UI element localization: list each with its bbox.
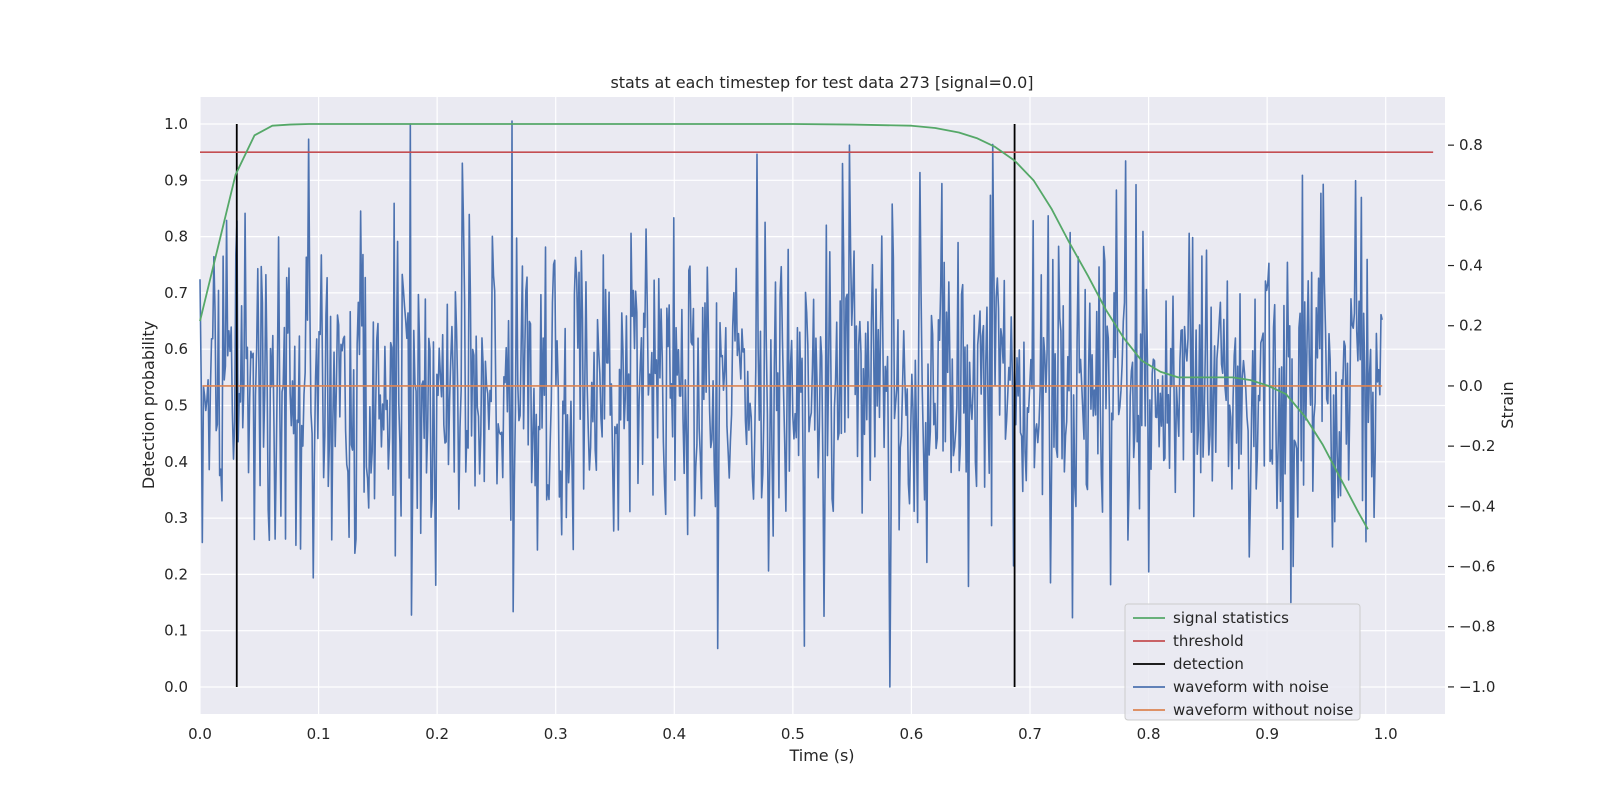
y-left-tick-label: 0.8 <box>164 228 188 246</box>
x-tick-label: 0.1 <box>307 725 331 743</box>
y-right-tick-label: −1.0 <box>1459 678 1495 696</box>
y-left-tick-label: 0.0 <box>164 678 188 696</box>
legend-label: waveform without noise <box>1173 701 1353 719</box>
series-layer <box>199 120 1434 688</box>
y-right-tick-label: −0.6 <box>1459 558 1495 576</box>
axes: 0.0 0.1 0.2 0.3 0.4 0.5 0.6 0.7 0.8 0.9 1.0 0.0 0.1 0… <box>164 115 1495 743</box>
y-right-tick-label: −0.2 <box>1459 437 1495 455</box>
x-tick-label: 0.3 <box>544 725 568 743</box>
x-tick-label: 0.4 <box>662 725 686 743</box>
x-axis-label: Time (s) <box>788 746 854 765</box>
y-left-tick-label: 0.2 <box>164 565 188 583</box>
x-tick-label: 0.7 <box>1018 725 1042 743</box>
x-tick-label: 0.8 <box>1137 725 1161 743</box>
chart-title: stats at each timestep for test data 273… <box>610 73 1033 92</box>
x-tick-label: 0.2 <box>425 725 449 743</box>
legend-label: signal statistics <box>1173 609 1289 627</box>
x-tick-label: 0.6 <box>899 725 923 743</box>
y-right-tick-label: 0.4 <box>1459 257 1483 275</box>
legend-label: threshold <box>1173 632 1244 650</box>
legend: signal statistics threshold detection wavef… <box>1124 603 1361 721</box>
y-axis-label-right: Strain <box>1498 381 1517 428</box>
y-right-tick-label: 0.0 <box>1459 377 1483 395</box>
x-tick-label: 1.0 <box>1374 725 1398 743</box>
y-right-tick-label: −0.4 <box>1459 497 1495 515</box>
legend-box <box>1124 603 1361 721</box>
x-tick-label: 0.0 <box>188 725 212 743</box>
y-right-tick-label: −0.8 <box>1459 618 1495 636</box>
y-left-tick-label: 0.3 <box>164 509 188 527</box>
legend-label: waveform with noise <box>1173 678 1329 696</box>
x-tick-label: 0.5 <box>781 725 805 743</box>
y-left-tick-label: 0.5 <box>164 397 188 415</box>
y-right-tick-label: 0.2 <box>1459 317 1483 335</box>
series-waveform-with-noise <box>199 120 1383 688</box>
y-right-tick-label: 0.6 <box>1459 196 1483 214</box>
y-left-tick-label: 0.1 <box>164 622 188 640</box>
y-right-tick-label: 0.8 <box>1459 136 1483 154</box>
series-signal-statistics <box>199 123 1369 530</box>
legend-label: detection <box>1173 655 1244 673</box>
y-left-tick-label: 0.6 <box>164 340 188 358</box>
y-axis-label-left: Detection probability <box>139 321 158 489</box>
y-left-tick-label: 0.4 <box>164 453 188 471</box>
x-tick-label: 0.9 <box>1255 725 1279 743</box>
y-left-tick-label: 1.0 <box>164 115 188 133</box>
y-left-tick-label: 0.7 <box>164 284 188 302</box>
y-left-tick-label: 0.9 <box>164 171 188 189</box>
